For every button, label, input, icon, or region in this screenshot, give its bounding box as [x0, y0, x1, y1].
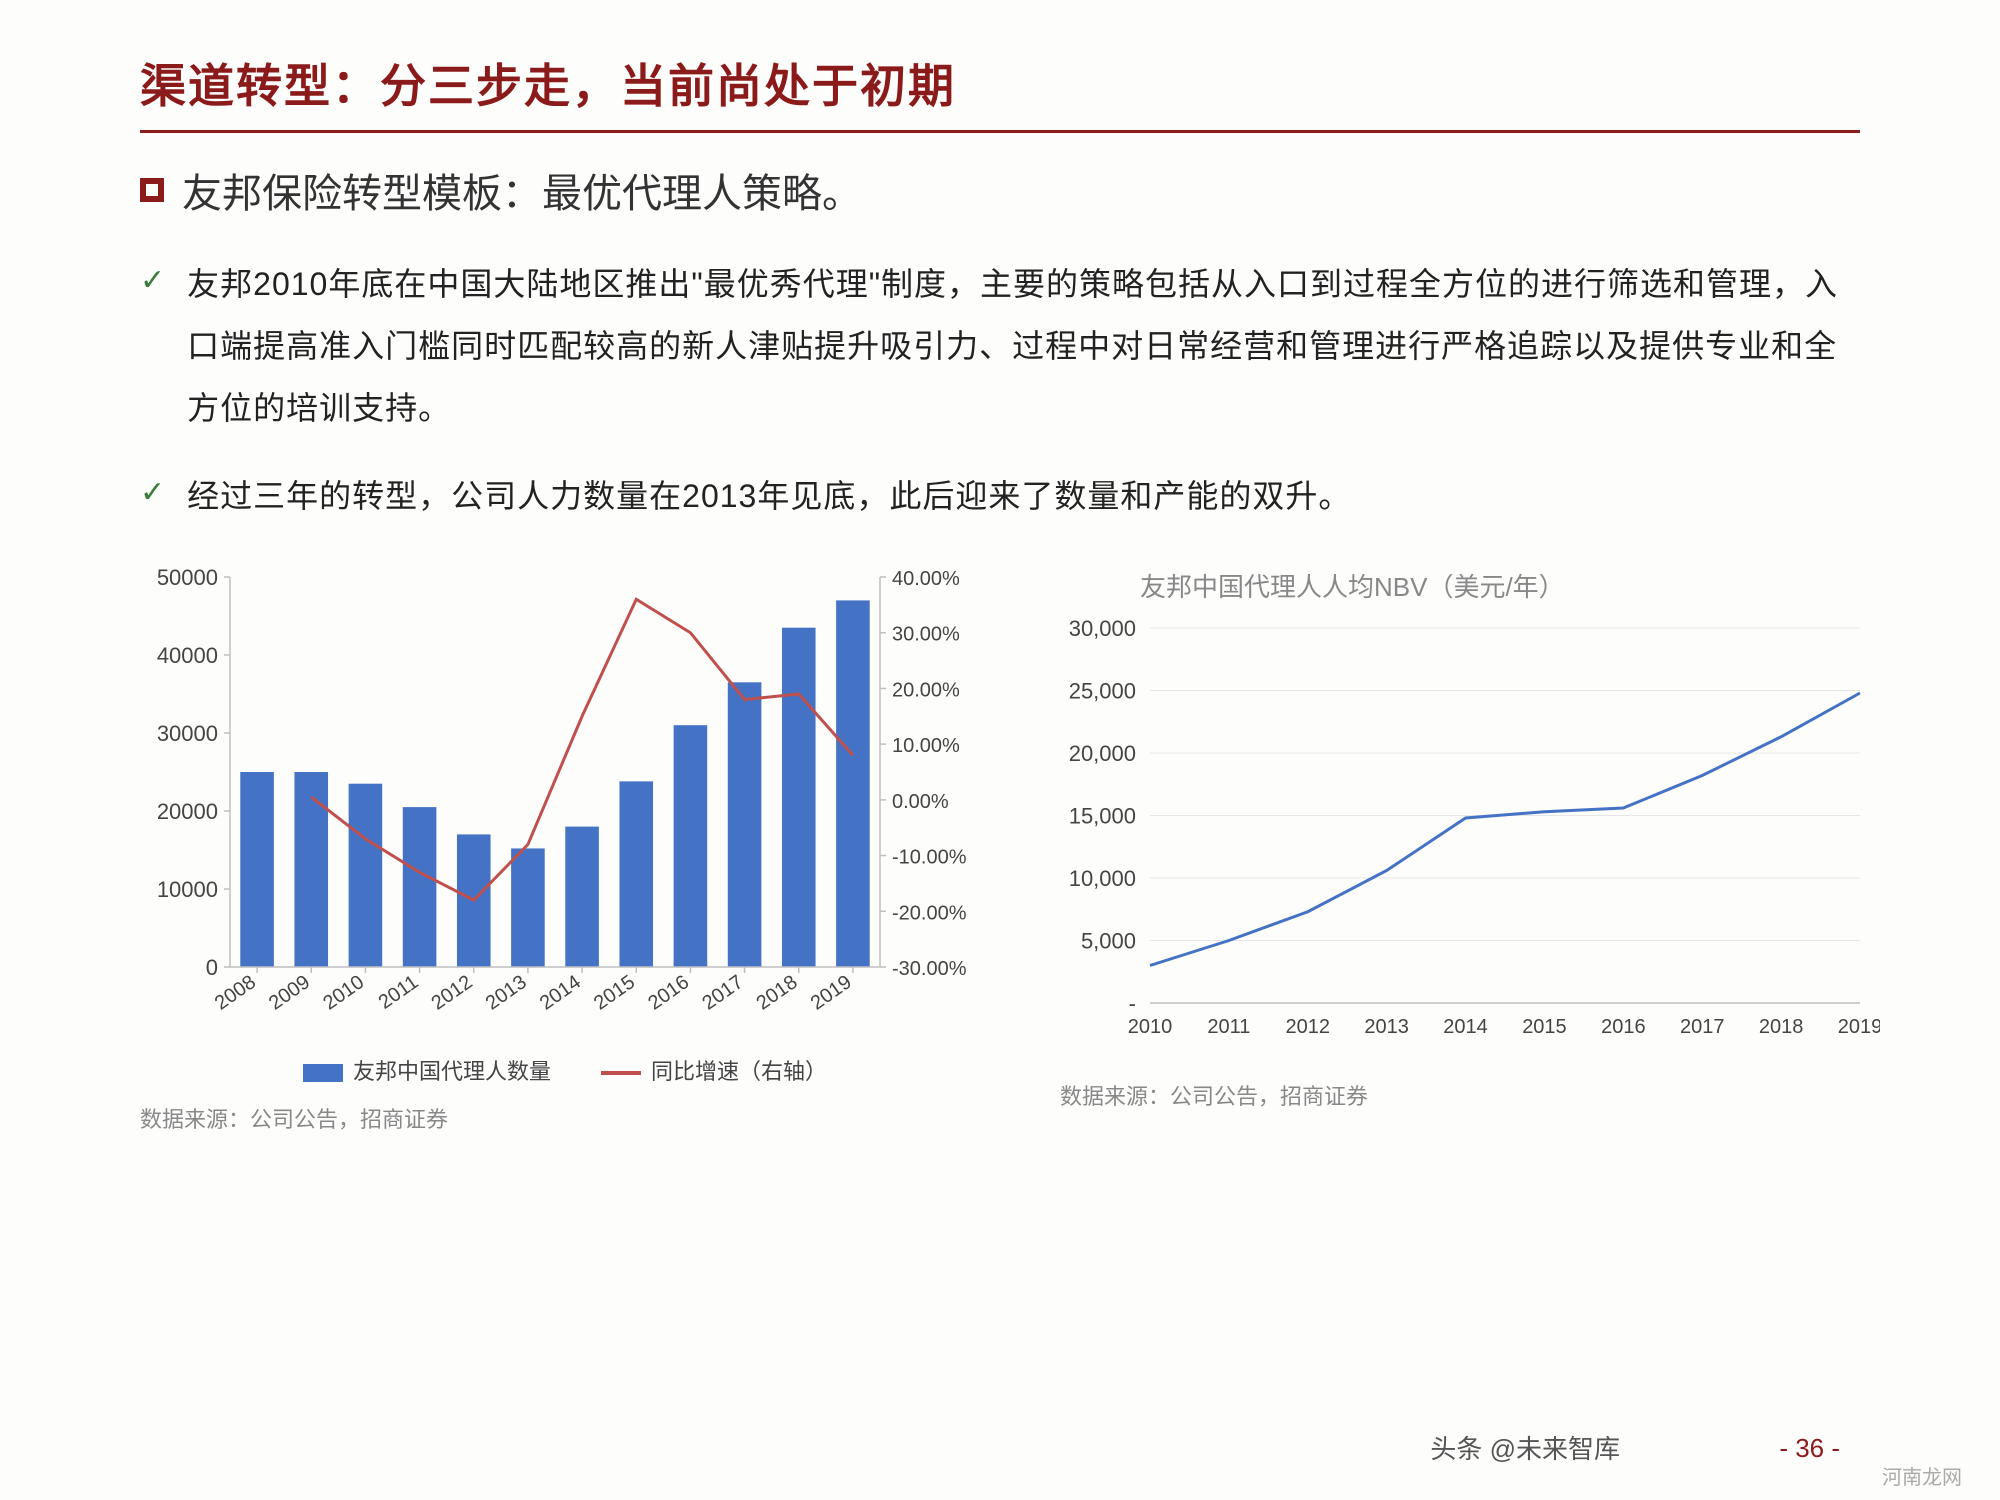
svg-text:40.00%: 40.00%: [892, 568, 960, 590]
svg-text:50000: 50000: [157, 567, 218, 590]
line-swatch-icon: [601, 1071, 641, 1075]
legend-item-bar: 友邦中国代理人数量: [303, 1054, 551, 1086]
legend: 友邦中国代理人数量 同比增速（右轴）: [140, 1054, 990, 1086]
headline-tag: 头条 @未来智库: [1430, 1429, 1620, 1466]
svg-text:2011: 2011: [1207, 1016, 1250, 1038]
svg-text:2015: 2015: [1522, 1016, 1567, 1038]
svg-text:2013: 2013: [1364, 1016, 1409, 1038]
svg-text:30000: 30000: [157, 721, 218, 746]
legend-label: 友邦中国代理人数量: [353, 1059, 551, 1084]
svg-text:2010: 2010: [1128, 1016, 1173, 1038]
svg-text:40000: 40000: [157, 643, 218, 668]
svg-text:-30.00%: -30.00%: [892, 958, 967, 980]
source-label: 数据来源：公司公告，招商证券: [1060, 1079, 1880, 1111]
charts-row: 01000020000300004000050000-30.00%-20.00%…: [140, 567, 1860, 1134]
check-icon: ✓: [140, 253, 165, 439]
svg-text:-: -: [1129, 991, 1136, 1016]
bullet-text: 友邦2010年底在中国大陆地区推出"最优秀代理"制度，主要的策略包括从入口到过程…: [187, 253, 1860, 439]
svg-text:2012: 2012: [428, 971, 477, 1015]
check-icon: ✓: [140, 465, 165, 527]
page-title: 渠道转型：分三步走，当前尚处于初期: [140, 50, 1860, 116]
watermark: 河南龙网: [1882, 1461, 1962, 1490]
svg-text:2015: 2015: [590, 971, 639, 1015]
list-item: ✓ 友邦2010年底在中国大陆地区推出"最优秀代理"制度，主要的策略包括从入口到…: [140, 253, 1860, 439]
svg-text:20.00%: 20.00%: [892, 679, 960, 701]
svg-text:30.00%: 30.00%: [892, 624, 960, 646]
svg-text:2017: 2017: [1680, 1016, 1725, 1038]
svg-text:10.00%: 10.00%: [892, 735, 960, 757]
svg-text:2009: 2009: [265, 971, 314, 1015]
chart-agent-count: 0 10000 20000 30000 40000 50000 -30.00% -20.00%…: [140, 567, 990, 1134]
list-item: ✓ 经过三年的转型，公司人力数量在2013年见底，此后迎来了数量和产能的双升。: [140, 465, 1860, 527]
svg-text:15,000: 15,000: [1069, 804, 1136, 829]
legend-label: 同比增速（右轴）: [651, 1059, 827, 1084]
chart-nbv: 友邦中国代理人人均NBV（美元/年） - 5,000 10,000 15,000 20,…: [1060, 567, 1880, 1134]
bar-swatch-icon: [303, 1064, 343, 1082]
svg-text:20000: 20000: [157, 799, 218, 824]
source-label: 数据来源：公司公告，招商证券: [140, 1102, 990, 1134]
bullet-list: ✓ 友邦2010年底在中国大陆地区推出"最优秀代理"制度，主要的策略包括从入口到…: [140, 253, 1860, 527]
svg-text:-10.00%: -10.00%: [892, 847, 967, 869]
svg-text:-20.00%: -20.00%: [892, 902, 967, 924]
svg-text:2014: 2014: [1443, 1016, 1488, 1038]
title-row: 渠道转型：分三步走，当前尚处于初期: [140, 50, 1860, 133]
slide: 渠道转型：分三步走，当前尚处于初期 友邦保险转型模板：最优代理人策略。 ✓ 友邦…: [0, 0, 2000, 1500]
svg-text:2019: 2019: [807, 971, 856, 1015]
svg-text:2016: 2016: [644, 971, 693, 1015]
svg-text:30,000: 30,000: [1069, 618, 1136, 641]
line-chart-svg: - 5,000 10,000 15,000 20,000 25,000 30,000 2010…: [1060, 618, 1880, 1058]
svg-text:2012: 2012: [1286, 1016, 1331, 1038]
svg-text:2019: 2019: [1838, 1016, 1880, 1038]
subtitle: 友邦保险转型模板：最优代理人策略。: [182, 161, 862, 219]
svg-text:5,000: 5,000: [1081, 929, 1136, 954]
svg-text:2017: 2017: [698, 971, 747, 1015]
svg-text:2008: 2008: [211, 971, 260, 1015]
svg-text:10,000: 10,000: [1069, 866, 1136, 891]
subtitle-row: 友邦保险转型模板：最优代理人策略。: [140, 161, 1860, 219]
svg-text:2016: 2016: [1601, 1016, 1646, 1038]
page-number: - 36 -: [1779, 1433, 1840, 1464]
svg-text:0.00%: 0.00%: [892, 791, 949, 813]
chart-title: 友邦中国代理人人均NBV（美元/年）: [1060, 567, 1880, 604]
square-bullet-icon: [140, 178, 164, 202]
svg-text:25,000: 25,000: [1069, 679, 1136, 704]
svg-text:2014: 2014: [536, 971, 585, 1015]
bullet-text: 经过三年的转型，公司人力数量在2013年见底，此后迎来了数量和产能的双升。: [187, 465, 1351, 527]
svg-text:2018: 2018: [753, 971, 802, 1015]
svg-text:2011: 2011: [375, 971, 423, 1014]
svg-text:2018: 2018: [1759, 1016, 1804, 1038]
svg-text:10000: 10000: [157, 877, 218, 902]
svg-text:0: 0: [206, 955, 218, 980]
svg-text:2013: 2013: [482, 971, 531, 1015]
svg-text:2010: 2010: [319, 971, 368, 1015]
legend-item-line: 同比增速（右轴）: [601, 1054, 827, 1086]
bar-line-chart-svg: 0 10000 20000 30000 40000 50000 -30.00% -20.00%…: [140, 567, 990, 1037]
svg-text:20,000: 20,000: [1069, 741, 1136, 766]
